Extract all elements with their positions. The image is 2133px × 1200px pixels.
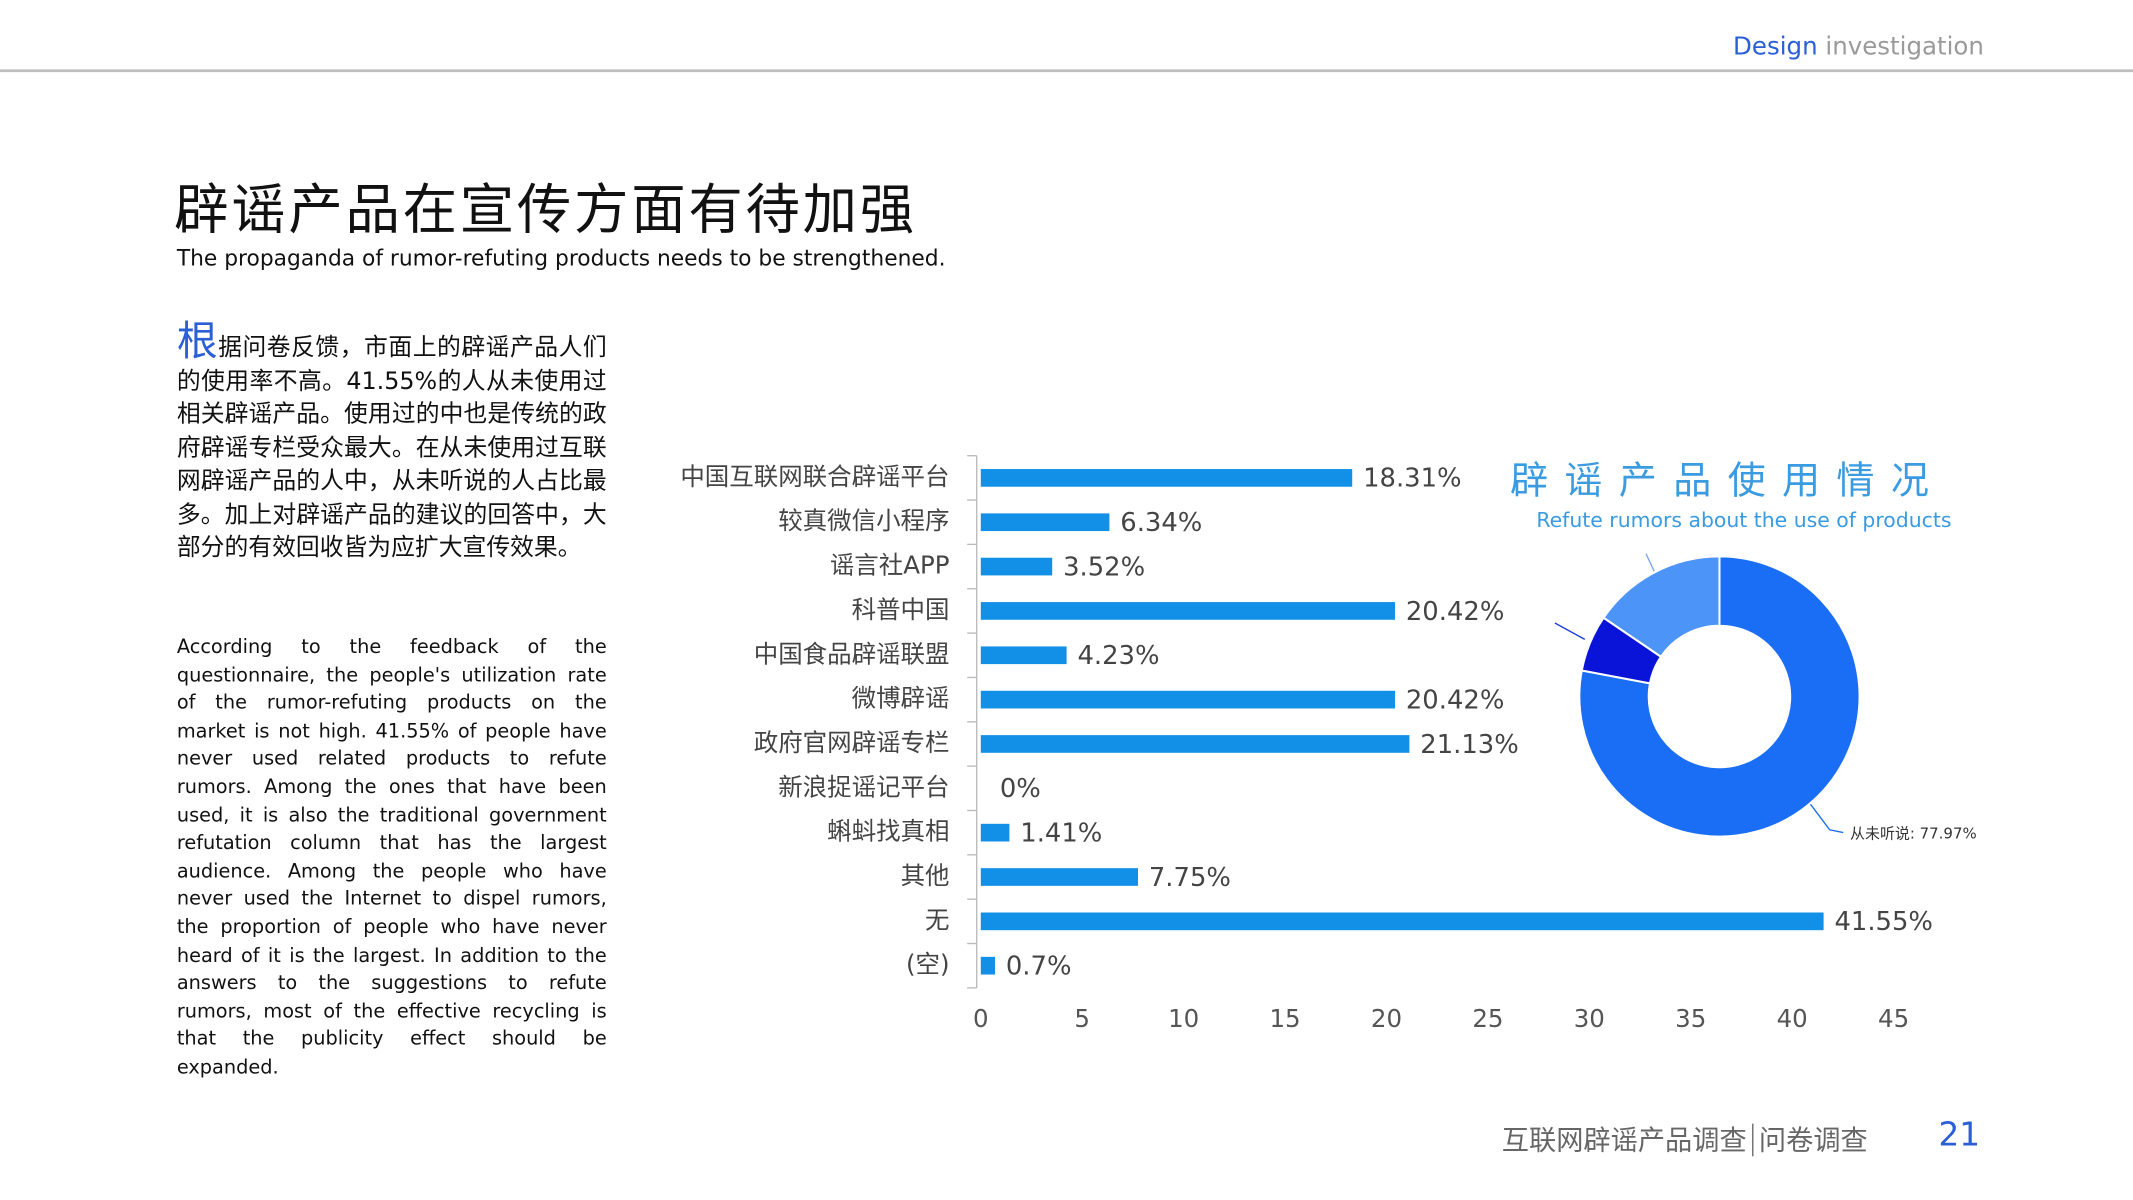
category-label: 谣言社APP [830,551,950,580]
x-tick-label: 5 [1074,1004,1090,1033]
category-label: 中国食品辟谣联盟 [754,639,950,668]
category-label: 蝌蚪找真相 [827,817,949,846]
x-tick-label: 45 [1878,1004,1909,1033]
bar [980,956,995,975]
value-label: 21.13% [1420,730,1518,760]
value-label: 4.23% [1077,641,1159,671]
x-tick-label: 0 [973,1004,989,1033]
chart-subtitle: Refute rumors about the use of products [1536,508,1951,532]
category-label: 中国互联网联合辟谣平台 [680,462,949,491]
x-tick-label: 30 [1574,1004,1605,1033]
bar [980,513,1110,532]
category-label: 较真微信小程序 [778,506,949,535]
title: 辟谣产品在宣传方面有待加强 [174,179,917,243]
x-tick-label: 40 [1777,1004,1808,1033]
value-label: 18.31% [1363,464,1461,494]
page-number: 21 [1938,1115,1981,1154]
bar [980,735,1410,753]
leader-line [1645,553,1655,572]
category-label: (空) [906,950,950,979]
header: Design investigation [1733,33,1984,62]
value-label: 1.41% [1020,819,1102,849]
category-label: 微博辟谣 [852,684,950,713]
category-label: 无 [925,905,949,934]
x-tick-label: 35 [1675,1004,1706,1033]
body-cn-text: 据问卷反馈，市面上的辟谣产品人们的使用率不高。41.55%的人从未使用过相关辟谣… [176,334,607,562]
value-label: 0.7% [1006,952,1072,982]
category-label: 政府官网辟谣专栏 [754,728,950,757]
x-tick-label: 15 [1269,1004,1300,1033]
value-label: 20.42% [1406,685,1504,715]
drop-cap: 根 [176,318,219,366]
x-tick-label: 10 [1168,1004,1199,1033]
subtitle: The propaganda of rumor-refuting product… [176,244,946,271]
category-label: 新浪捉谣记平台 [778,772,949,801]
x-tick-label: 20 [1371,1004,1402,1033]
value-label: 从未听说: 77.97% [1850,824,1977,842]
category-label: 其他 [901,861,950,890]
bar [980,469,1353,487]
header-word: Design [1733,32,1818,62]
bar [980,823,1010,842]
value-label: 7.75% [1149,863,1231,893]
category-label: 科普中国 [852,595,950,624]
bar [980,646,1067,665]
value-label: 0% [1000,774,1041,804]
value-label: 3.52% [1063,552,1145,582]
donut-segment [1578,555,1861,838]
chart-title: 辟谣产品使用情况 [1510,458,1945,502]
value-label: 20.42% [1406,597,1504,627]
footer-text: 问卷调查 [1752,1123,1868,1157]
bar [980,912,1824,931]
leader-line [1808,802,1844,834]
body-en: According to the feedback of the questio… [176,636,607,1079]
donut-segment [1602,555,1721,659]
x-tick-label: 25 [1472,1004,1503,1033]
leader-line [1554,622,1586,640]
bar [980,602,1395,620]
body-cn: 根据问卷反馈，市面上的辟谣产品人们的使用率不高。41.55%的人从未使用过相关辟… [176,322,607,565]
bar [980,690,1395,709]
footer: 互联网辟谣产品调查 问卷调查 [1502,1118,1868,1157]
value-label: 6.34% [1120,508,1202,538]
footer-text: 互联网辟谣产品调查 [1501,1123,1747,1157]
value-label: 41.55% [1834,907,1932,937]
bar [980,557,1053,576]
bar [980,868,1138,886]
header-rule [0,69,2133,73]
header-word: investigation [1825,32,1984,62]
